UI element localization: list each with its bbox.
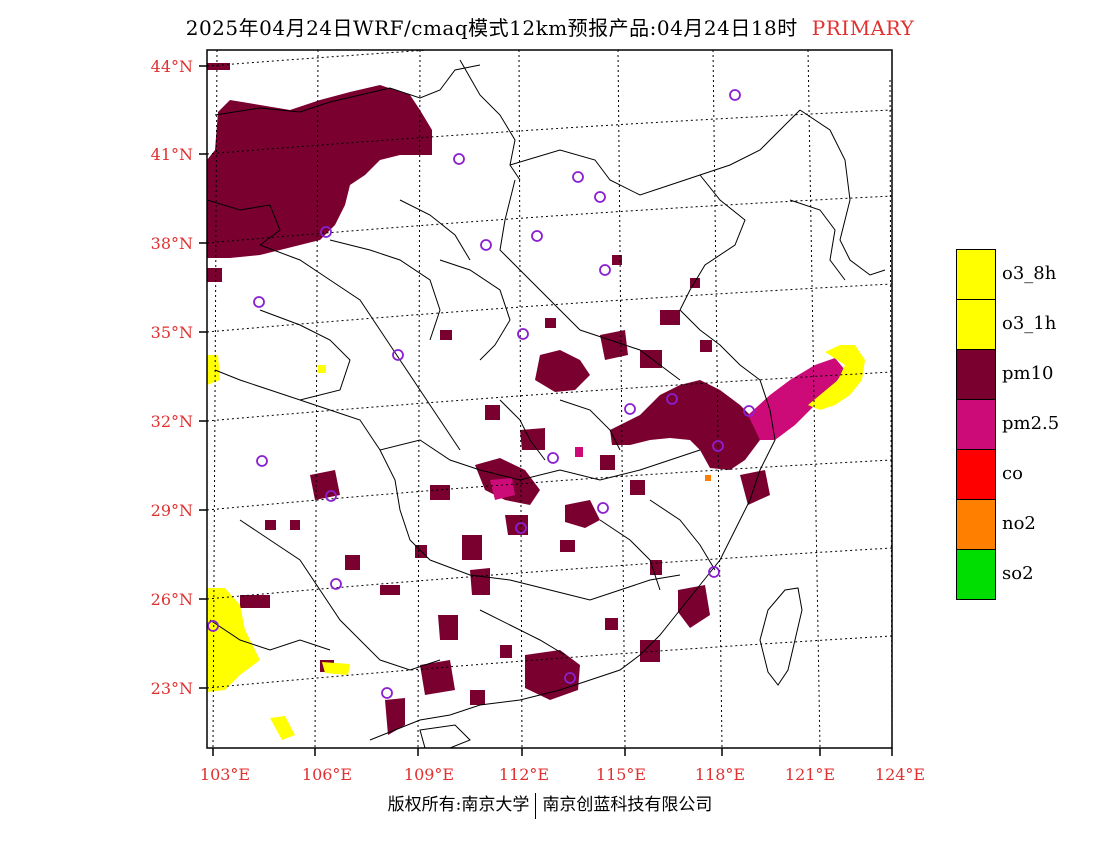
legend-swatch — [956, 349, 996, 400]
map-frame — [206, 49, 893, 749]
graticule — [207, 50, 892, 748]
legend-label: co — [1002, 463, 1023, 484]
legend-swatch — [956, 499, 996, 550]
axis-ticks — [199, 65, 893, 756]
lon-label: 106°E — [302, 765, 352, 784]
map-title: 2025年04月24日WRF/cmaq模式12km预报产品:04月24日18时 P… — [0, 12, 1100, 41]
copyright-right: 南京创蓝科技有限公司 — [542, 795, 713, 815]
legend-label: pm10 — [1002, 363, 1054, 384]
legend-swatch — [956, 299, 996, 350]
pm10-layer — [207, 63, 770, 735]
lon-label: 121°E — [785, 765, 835, 784]
legend-label: o3_8h — [1002, 263, 1057, 284]
longitude-labels: 103°E 106°E 109°E 112°E 115°E 118°E 121°… — [200, 765, 925, 784]
lon-label: 109°E — [404, 765, 454, 784]
lat-label: 26°N — [151, 590, 193, 609]
legend-swatch — [956, 249, 996, 300]
legend-label: pm2.5 — [1002, 413, 1060, 434]
legend-label: o3_1h — [1002, 313, 1057, 334]
lat-label: 23°N — [151, 679, 193, 698]
title-tag: PRIMARY — [811, 16, 915, 40]
footer-divider — [535, 792, 537, 819]
legend-label: no2 — [1002, 513, 1036, 534]
lat-label: 41°N — [151, 145, 193, 164]
legend-swatch — [956, 549, 996, 600]
boundaries — [207, 59, 886, 748]
legend-swatch — [956, 399, 996, 450]
lon-label: 115°E — [596, 765, 646, 784]
legend-label: so2 — [1002, 563, 1034, 584]
pm25-layer — [490, 358, 845, 500]
station-markers — [207, 89, 755, 699]
title-main: 2025年04月24日WRF/cmaq模式12km预报产品:04月24日18时 — [185, 16, 798, 40]
copyright-footer: 版权所有:南京大学 南京创蓝科技有限公司 — [0, 790, 1100, 819]
lat-label: 44°N — [151, 57, 193, 76]
lon-label: 103°E — [200, 765, 250, 784]
lat-label: 35°N — [151, 323, 193, 342]
lat-label: 38°N — [151, 234, 193, 253]
latitude-labels: 44°N 41°N 38°N 35°N 32°N 29°N 26°N 23°N — [151, 57, 193, 698]
lon-label: 118°E — [695, 765, 745, 784]
legend-swatch — [956, 449, 996, 500]
o3-layer — [207, 345, 865, 740]
no2-speck — [705, 475, 711, 481]
lat-label: 29°N — [151, 501, 193, 520]
copyright-left: 版权所有:南京大学 — [387, 795, 530, 815]
lon-label: 112°E — [499, 765, 549, 784]
lon-label: 124°E — [875, 765, 925, 784]
lat-label: 32°N — [151, 412, 193, 431]
